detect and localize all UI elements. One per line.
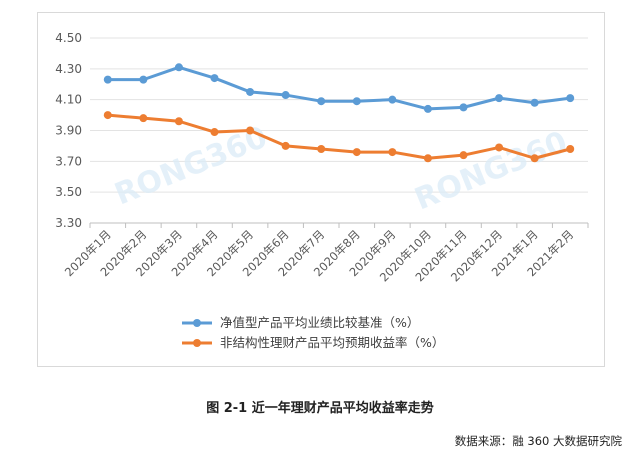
series-1-point: [388, 95, 397, 104]
series-1-point: [566, 94, 575, 103]
series-2-point: [495, 143, 504, 152]
series-2-point: [388, 148, 397, 157]
series-2-point: [139, 114, 148, 123]
series-1-point: [139, 75, 148, 84]
series-1-point: [210, 74, 219, 83]
series-2-point: [566, 145, 575, 153]
series-line-2: [107, 113, 571, 160]
y-tick-label: 3.30: [55, 216, 82, 230]
legend-label-2: 非结构性理财产品平均预期收益率（%）: [220, 335, 444, 350]
figure-caption: 图 2-1 近一年理财产品平均收益率走势: [206, 401, 434, 416]
legend-marker-1: [193, 319, 201, 327]
y-tick-label: 3.90: [55, 124, 82, 138]
series-2-point: [317, 145, 326, 153]
series-line-1: [107, 65, 571, 111]
series-1-point: [459, 103, 468, 112]
y-tick-label: 4.30: [55, 62, 82, 76]
series-1-point: [317, 97, 326, 106]
series-2-point: [210, 128, 219, 137]
legend-marker-2: [193, 339, 201, 347]
series-1-point: [246, 87, 255, 96]
series-1-point: [530, 98, 539, 107]
series-2-point: [246, 126, 255, 135]
series-2-point: [459, 151, 468, 160]
series-1-point: [103, 75, 112, 84]
series-2-point: [423, 154, 432, 163]
series-2-point: [530, 154, 539, 163]
series-1-point: [174, 63, 183, 72]
series-2-point: [103, 111, 112, 120]
series-1-point: [281, 91, 290, 100]
y-tick-label: 4.50: [55, 31, 82, 45]
legend-label-1: 净值型产品平均业绩比较基准（%）: [220, 315, 419, 330]
series-2-point: [281, 141, 290, 150]
series-1-point: [423, 104, 432, 113]
y-tick-label: 3.70: [55, 154, 82, 168]
series-2-point: [174, 117, 183, 126]
watermark-text: RONG360: [410, 125, 572, 218]
series-1-point: [352, 97, 361, 106]
series-2-point: [352, 148, 361, 157]
series-1-point: [495, 94, 504, 103]
chart-frame: [37, 12, 605, 367]
y-tick-label: 3.50: [55, 185, 82, 199]
y-tick-label: 4.10: [55, 93, 82, 107]
data-source-note: 数据来源：融 360 大数据研究院: [454, 434, 622, 448]
